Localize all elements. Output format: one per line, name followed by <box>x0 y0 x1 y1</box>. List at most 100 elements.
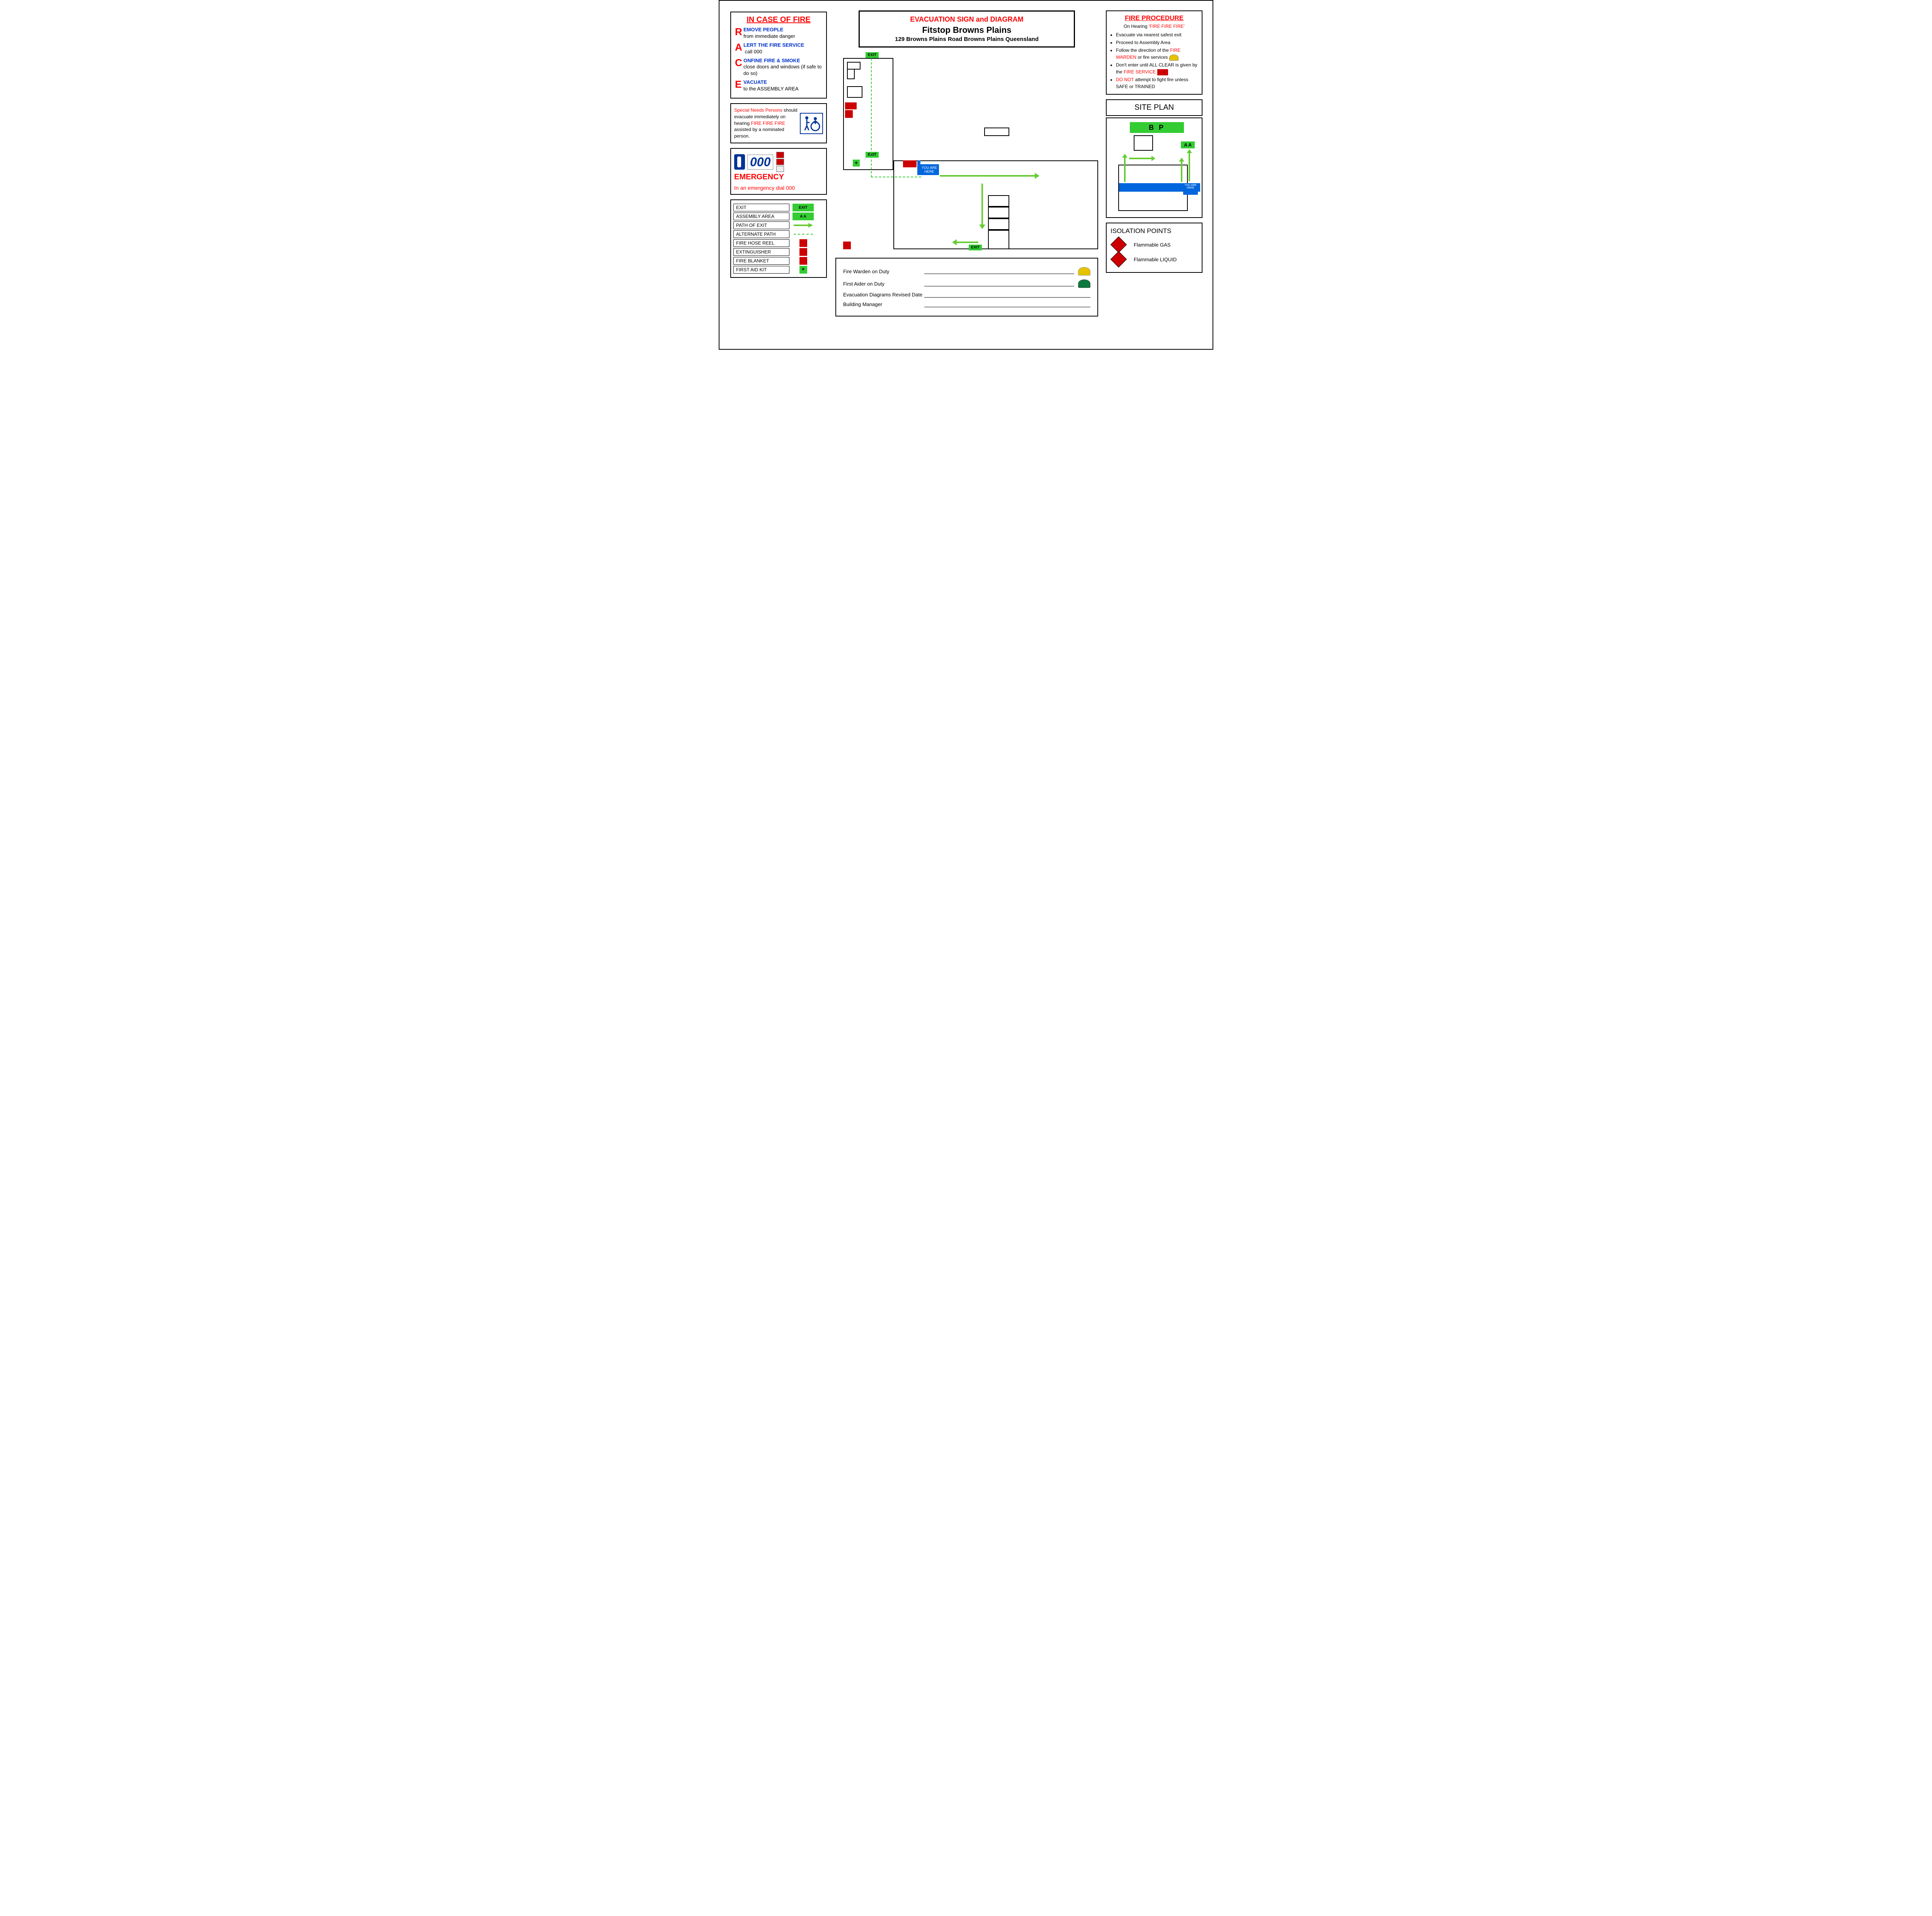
exit-sign: EXIT <box>866 152 879 158</box>
police-icon <box>776 166 784 172</box>
siteplan-panel: B P A A YOU ARE HERE <box>1106 117 1202 218</box>
info-row: Building Manager <box>843 301 1090 307</box>
race-item: R EMOVE PEOPLEfrom immediate danger <box>735 27 822 40</box>
info-blank-line <box>924 302 1090 307</box>
emergency-label: EMERGENCY <box>734 173 823 182</box>
room-small-2 <box>847 70 855 79</box>
legend-label: FIRE HOSE REEL <box>733 239 789 247</box>
legend-symbol <box>793 221 814 229</box>
race-letter: C <box>735 58 743 68</box>
info-label: Building Manager <box>843 301 924 307</box>
race-item: E VACUATEto the ASSEMBLY AREA <box>735 79 822 92</box>
title-evac: EVACUATION SIGN and DIAGRAM <box>864 15 1070 24</box>
info-row: First Aider on Duty <box>843 279 1090 288</box>
title-site: Fitstop Browns Plains <box>864 25 1070 35</box>
emergency-panel: 000 EMERGENCY In an emergency dial 000 <box>730 148 827 195</box>
center-column: EVACUATION SIGN and DIAGRAM Fitstop Brow… <box>835 10 1098 316</box>
legend-symbol <box>793 239 814 247</box>
alternate-path <box>871 58 872 177</box>
procedure-sub: On Hearing 'FIRE FIRE FIRE' <box>1111 24 1198 29</box>
info-blank-line <box>924 292 1090 298</box>
fire-blanket-icon <box>845 102 857 109</box>
path-arrow-down <box>981 184 983 226</box>
legend-label: FIRST AID KIT <box>733 266 789 274</box>
info-label: Fire Warden on Duty <box>843 269 924 274</box>
race-letter: R <box>735 27 743 37</box>
race-panel: IN CASE OF FIRE R EMOVE PEOPLEfrom immed… <box>730 12 827 99</box>
hazard-diamond-icon <box>1111 237 1127 253</box>
race-item: C ONFINE FIRE & SMOKEclose doors and win… <box>735 58 822 77</box>
isolation-row: Flammable LIQUID <box>1111 254 1198 265</box>
you-are-here-marker: YOU AREHERE <box>920 164 939 175</box>
floorplan: EXIT EXIT EXIT + YOU AREHERE <box>835 52 1098 253</box>
info-row: Evacuation Diagrams Revised Date <box>843 292 1090 298</box>
exit-sign: EXIT <box>866 52 879 58</box>
legend-row: EXIT EXIT <box>733 204 824 211</box>
legend-label: EXIT <box>733 204 789 211</box>
procedure-item: Don't enter until ALL CLEAR is given by … <box>1116 61 1198 75</box>
title-panel: EVACUATION SIGN and DIAGRAM Fitstop Brow… <box>859 10 1075 48</box>
room-small-1 <box>847 62 861 70</box>
accessibility-icon <box>800 113 823 134</box>
room-small-4 <box>984 128 1009 136</box>
legend-row: FIRE HOSE REEL <box>733 239 824 247</box>
siteplan-title: SITE PLAN <box>1106 99 1202 116</box>
legend-label: FIRE BLANKET <box>733 257 789 265</box>
info-label: Evacuation Diagrams Revised Date <box>843 292 924 298</box>
wall <box>893 160 1098 161</box>
helmet-icon <box>1078 279 1090 288</box>
legend-label: ASSEMBLY AREA <box>733 213 789 220</box>
siteplan-box <box>1134 135 1153 151</box>
legend-row: ASSEMBLY AREA A A <box>733 213 824 220</box>
hazard-diamond-icon <box>1111 251 1127 267</box>
info-row: Fire Warden on Duty <box>843 267 1090 276</box>
procedure-item: Proceed to Assembly Area <box>1116 39 1198 46</box>
isolation-row: Flammable GAS <box>1111 239 1198 250</box>
legend-symbol: A A <box>793 213 814 220</box>
legend-row: ALTERNATE PATH <box>733 230 824 238</box>
info-blank-line <box>924 269 1074 274</box>
emergency-number: 000 <box>747 155 773 170</box>
fire-truck-icon <box>1157 69 1168 75</box>
race-item: A LERT THE FIRE SERVICE call 000 <box>735 42 822 55</box>
isolation-panel: ISOLATION POINTS Flammable GAS Flammable… <box>1106 223 1202 273</box>
siteplan-arrow <box>1124 157 1126 182</box>
path-arrow-left <box>955 242 978 243</box>
exit-sign: EXIT <box>969 245 982 250</box>
ambulance-icon <box>776 159 784 165</box>
phone-icon <box>734 154 745 170</box>
procedure-list: Evacuate via nearest safest exitProceed … <box>1111 31 1198 90</box>
evacuation-diagram: IN CASE OF FIRE R EMOVE PEOPLEfrom immed… <box>719 0 1213 350</box>
siteplan-arrow <box>1189 152 1190 181</box>
path-arrow <box>940 175 1036 177</box>
legend-row: FIRE BLANKET <box>733 257 824 265</box>
legend-label: EXTINGUISHER <box>733 248 789 256</box>
info-blank-line <box>924 281 1074 286</box>
procedure-panel: FIRE PROCEDURE On Hearing 'FIRE FIRE FIR… <box>1106 10 1202 95</box>
legend-symbol: EXIT <box>793 204 814 211</box>
room-small-3 <box>847 86 862 98</box>
isolation-title: ISOLATION POINTS <box>1111 227 1198 235</box>
procedure-item: Follow the direction of the FIRE WARDEN … <box>1116 47 1198 61</box>
title-address: 129 Browns Plains Road Browns Plains Que… <box>864 36 1070 43</box>
siteplan-you-here: YOU ARE HERE <box>1183 183 1198 195</box>
room-stack-1 <box>988 195 1009 207</box>
legend-symbol <box>793 230 814 238</box>
special-text: Special Needs Persons should evacuate im… <box>734 107 800 140</box>
right-column: FIRE PROCEDURE On Hearing 'FIRE FIRE FIR… <box>1106 10 1202 273</box>
siteplan-arrow <box>1181 161 1182 182</box>
procedure-item: Evacuate via nearest safest exit <box>1116 31 1198 38</box>
fire-hose-reel-icon <box>845 110 853 118</box>
legend-label: ALTERNATE PATH <box>733 230 789 238</box>
helmet-icon <box>1169 54 1179 61</box>
helmet-icon <box>1078 267 1090 276</box>
legend-label: PATH OF EXIT <box>733 221 789 229</box>
race-title: IN CASE OF FIRE <box>735 15 822 24</box>
room-stack-3 <box>988 218 1009 230</box>
info-panel: Fire Warden on Duty First Aider on Duty Ev… <box>835 258 1098 316</box>
you-here-connector <box>917 160 920 175</box>
legend-row: FIRST AID KIT+ <box>733 266 824 274</box>
special-needs-panel: Special Needs Persons should evacuate im… <box>730 103 827 143</box>
race-letter: E <box>735 79 743 89</box>
emergency-sub: In an emergency dial 000 <box>734 185 823 191</box>
